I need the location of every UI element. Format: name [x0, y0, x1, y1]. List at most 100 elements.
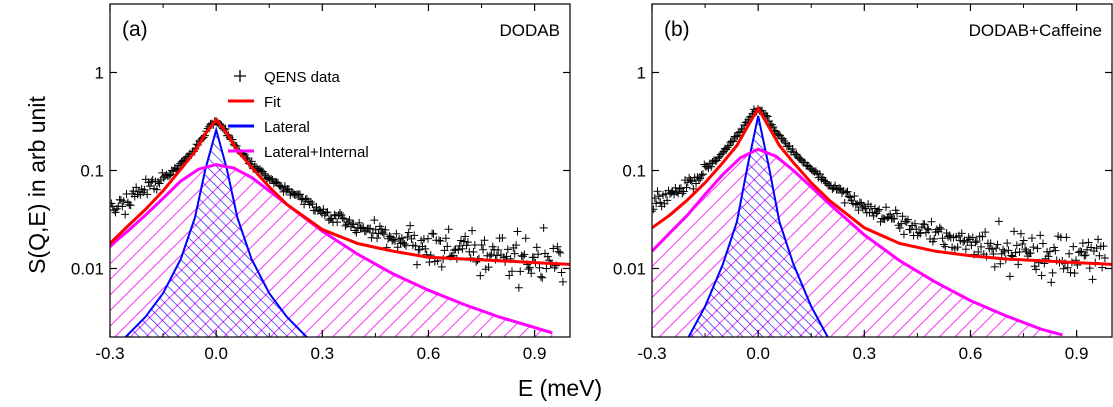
data-point — [1070, 269, 1079, 278]
data-point — [468, 226, 477, 235]
data-point — [924, 225, 933, 234]
data-point — [469, 248, 478, 257]
plot-area — [652, 104, 1112, 337]
data-point — [935, 223, 944, 232]
data-point — [1088, 275, 1097, 284]
data-point — [524, 265, 533, 274]
data-point — [854, 206, 863, 215]
data-point — [155, 179, 164, 188]
plot-area — [110, 117, 570, 337]
data-point — [831, 181, 840, 190]
data-point — [366, 224, 375, 233]
data-point — [678, 189, 687, 198]
data-point — [698, 170, 707, 179]
data-point — [996, 259, 1005, 268]
data-point — [916, 229, 925, 238]
data-point — [904, 215, 913, 224]
panel-label: (a) — [122, 18, 148, 41]
data-point — [910, 219, 919, 228]
sample-label: DODAB — [500, 21, 560, 40]
data-point — [886, 210, 895, 219]
data-point — [1063, 263, 1072, 272]
data-point — [855, 198, 864, 207]
data-point — [425, 258, 434, 267]
data-point — [306, 197, 315, 206]
data-point — [923, 224, 932, 233]
x-tick-label: 0.6 — [959, 344, 983, 363]
data-point — [1047, 278, 1056, 287]
data-point — [1019, 236, 1028, 245]
data-point — [549, 244, 558, 253]
data-point — [873, 207, 882, 216]
data-point — [977, 242, 986, 251]
data-point — [1081, 251, 1090, 260]
data-point — [374, 229, 383, 238]
data-point — [1062, 233, 1071, 242]
data-point — [503, 245, 512, 254]
x-tick-label: 0.9 — [523, 344, 547, 363]
data-point — [1051, 246, 1060, 255]
data-point — [527, 269, 536, 278]
data-point — [132, 183, 141, 192]
data-point — [539, 223, 548, 232]
data-point — [349, 220, 358, 229]
data-point — [335, 209, 344, 218]
data-point — [1099, 242, 1108, 251]
data-point — [927, 217, 936, 226]
y-tick-label: 0.1 — [622, 162, 646, 181]
x-tick-label: 0.0 — [746, 344, 770, 363]
panel-a: -0.3 0.0 0.3 0.6 0.9 0.01 0.1 1 (a) DODAB QENS dat… — [71, 3, 571, 363]
data-point — [323, 208, 332, 217]
data-point — [718, 149, 727, 158]
data-point — [397, 233, 406, 242]
data-point — [1038, 239, 1047, 248]
data-point — [788, 145, 797, 154]
data-point — [1100, 253, 1109, 262]
y-tick-label: 0.01 — [71, 260, 104, 279]
data-point — [993, 240, 1002, 249]
x-tick-label: -0.3 — [637, 344, 666, 363]
data-point — [967, 241, 976, 250]
data-point — [835, 184, 844, 193]
data-point — [843, 187, 852, 196]
data-point — [463, 238, 472, 247]
data-point — [723, 143, 732, 152]
data-point — [1021, 245, 1030, 254]
data-point — [294, 190, 303, 199]
data-point — [436, 236, 445, 245]
data-point — [373, 234, 382, 243]
data-point — [381, 225, 390, 234]
sample-label: DODAB+Caffeine — [969, 21, 1102, 40]
data-point — [1037, 271, 1046, 280]
data-point — [968, 233, 977, 242]
y-tick-label: 0.01 — [613, 260, 646, 279]
data-point — [437, 262, 446, 271]
data-point — [981, 228, 990, 237]
data-point — [897, 219, 906, 228]
data-point — [145, 182, 154, 191]
data-point — [514, 283, 523, 292]
data-point — [505, 271, 514, 280]
data-point — [410, 231, 419, 240]
data-point — [957, 229, 966, 238]
data-point — [1078, 239, 1087, 248]
data-point — [725, 141, 734, 150]
data-point — [119, 197, 128, 206]
data-point — [988, 245, 997, 254]
data-point — [1018, 240, 1027, 249]
legend-label: Fit — [264, 94, 281, 111]
data-point — [850, 191, 859, 200]
data-point — [553, 242, 562, 251]
data-point — [1005, 272, 1014, 281]
data-point — [470, 240, 479, 249]
lateral-internal-line — [652, 147, 1063, 337]
data-point — [879, 214, 888, 223]
data-point — [385, 232, 394, 241]
data-point — [999, 245, 1008, 254]
fit-line — [652, 105, 1112, 266]
legend-label: Lateral — [264, 119, 310, 136]
data-point — [875, 205, 884, 214]
data-point — [444, 225, 453, 234]
data-point — [512, 241, 521, 250]
